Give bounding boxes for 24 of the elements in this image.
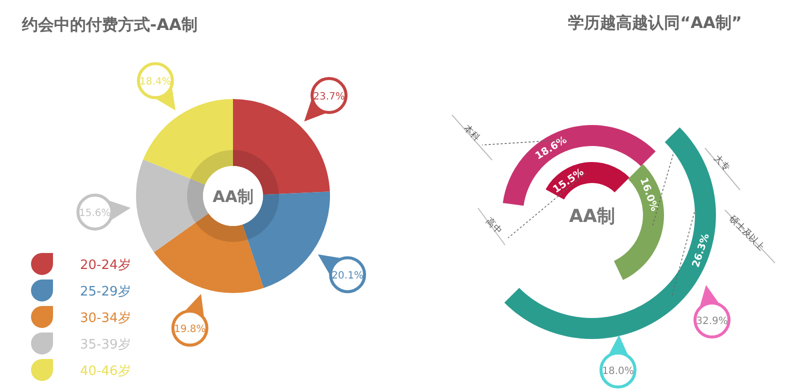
text: 18.0% bbox=[602, 366, 634, 377]
category-label: 硕士及以上 bbox=[726, 212, 767, 254]
legend-label: 30-34岁 bbox=[80, 311, 131, 326]
text: AA制 bbox=[212, 187, 254, 206]
category-label: 大专 bbox=[712, 152, 732, 174]
legend-label: 25-29岁 bbox=[80, 284, 131, 300]
legend-label: 20-24岁 bbox=[80, 258, 131, 273]
donut-slice bbox=[154, 213, 264, 293]
text: 学历越高越认同“AA制” bbox=[568, 13, 742, 32]
category-label: 本科 bbox=[462, 122, 482, 144]
data-label: 19.8% bbox=[174, 324, 206, 336]
data-label: 23.7% bbox=[313, 92, 345, 103]
donut-slice bbox=[136, 159, 209, 252]
text: AA制 bbox=[569, 206, 615, 227]
data-label: 20.1% bbox=[332, 270, 364, 282]
data-label: 26.3% bbox=[690, 232, 712, 269]
text: 32.9% bbox=[696, 316, 728, 327]
legend-label: 35-39岁 bbox=[80, 338, 131, 352]
donut-slice bbox=[143, 99, 233, 185]
legend-label: 40-46岁 bbox=[80, 364, 131, 379]
data-label: 18.4% bbox=[140, 76, 172, 88]
data-label: 15.6% bbox=[79, 208, 111, 220]
category-label: 高中 bbox=[484, 216, 504, 236]
chart-title: 约会中的付费方式-AA制 bbox=[21, 15, 198, 34]
